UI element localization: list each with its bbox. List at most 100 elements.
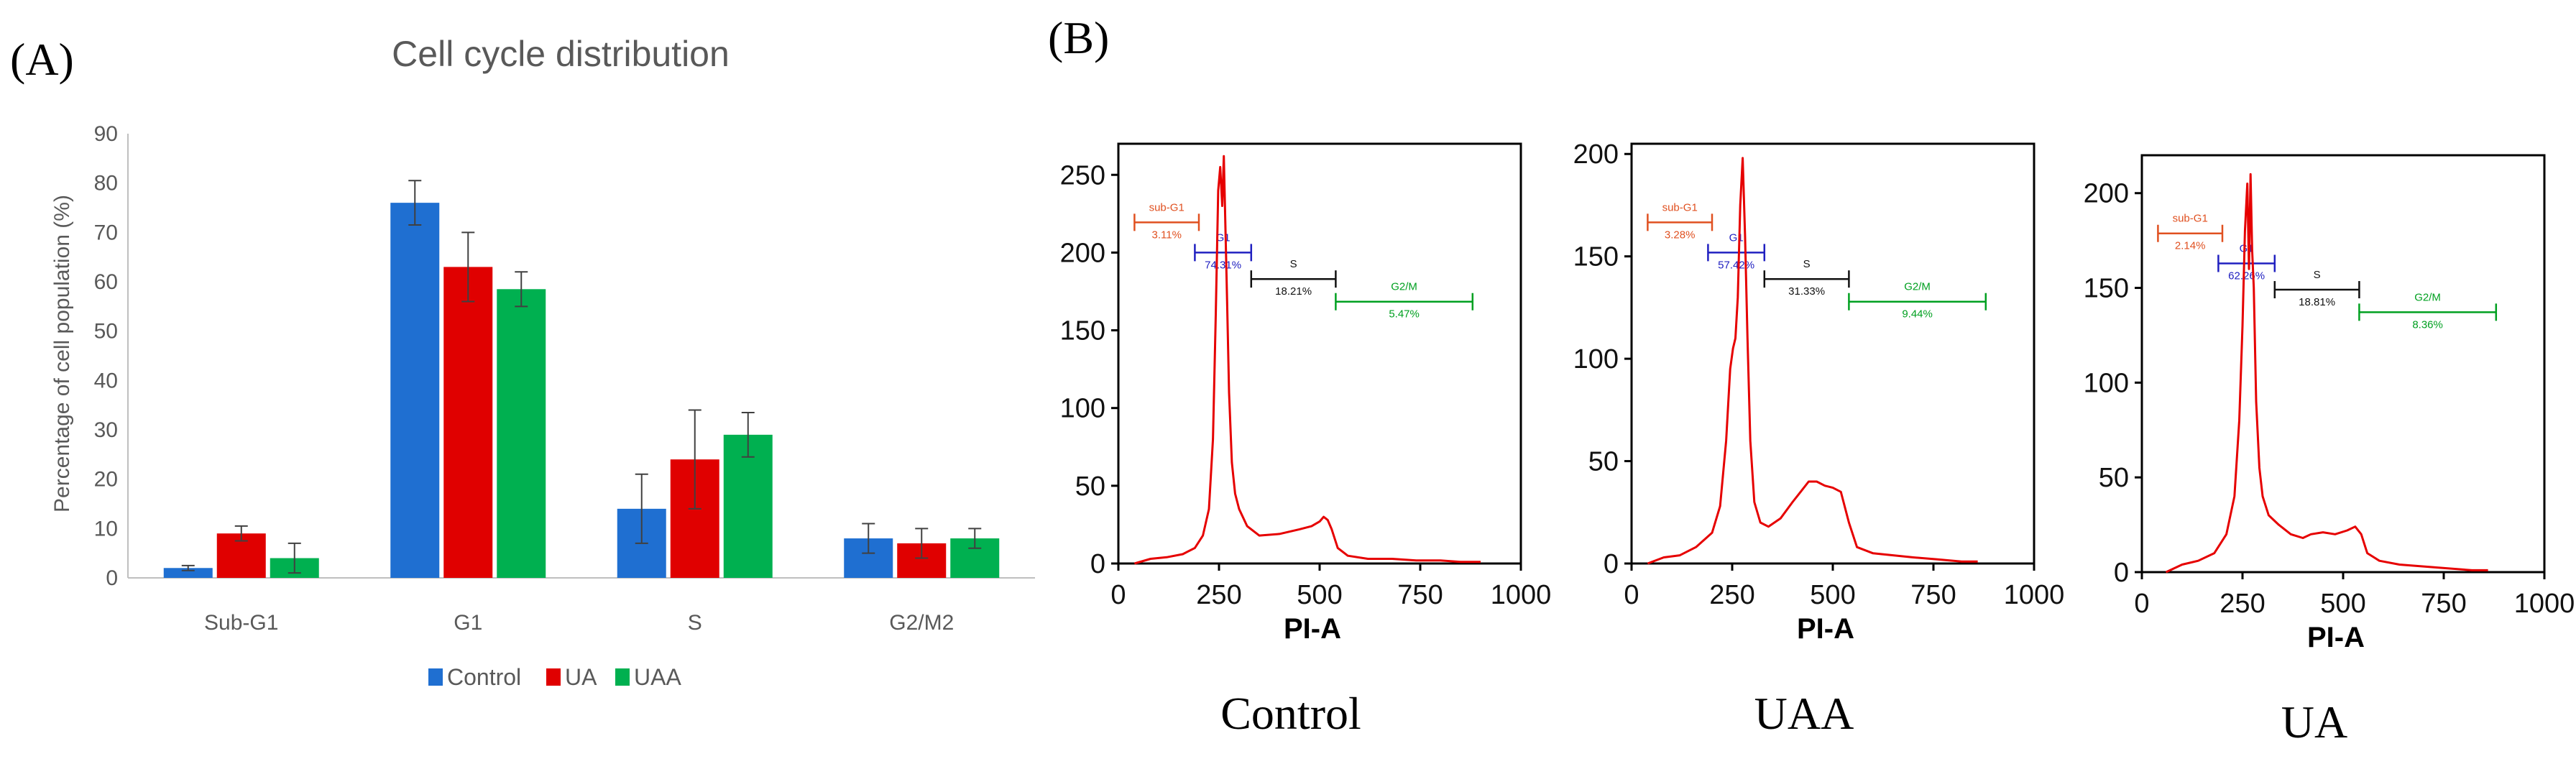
bar-chart-ylabel: Percentage of cell population (%) — [50, 195, 74, 512]
legend-label: UA — [565, 664, 597, 690]
histogram-curve — [1647, 157, 1978, 565]
legend-swatch — [428, 668, 443, 686]
histogram-x-tick-label: 1000 — [2514, 589, 2575, 619]
gate-label: sub-G1 — [1662, 201, 1698, 213]
bar-x-categories: Sub-G1 G1 S G2/M2 — [204, 611, 954, 635]
error-bar — [968, 528, 982, 549]
histogram-y-tick-label: 0 — [1090, 549, 1105, 579]
bar-y-tick-label: 90 — [94, 122, 118, 146]
error-bar — [741, 411, 755, 458]
histogram-x-label: PI-A — [1797, 613, 1854, 645]
bar-series-group — [163, 180, 1000, 579]
error-bar — [408, 180, 422, 226]
gate-value: 18.81% — [2299, 296, 2335, 308]
gate-value: 74.31% — [1205, 259, 1241, 271]
bar-y-tick-label: 0 — [106, 566, 118, 590]
histogram-y-tick-label: 50 — [2099, 463, 2129, 493]
bar-control-sub-g1 — [163, 568, 213, 578]
histogram-frame — [1630, 142, 2036, 565]
gate-value: 62.26% — [2228, 270, 2265, 282]
histogram-curve — [1133, 155, 1481, 565]
histogram-y-tick-label: 100 — [2084, 368, 2129, 398]
gate-s: S 18.81% — [2273, 269, 2360, 308]
histogram-y-tick-label: 50 — [1588, 447, 1619, 477]
gate-s: S 18.21% — [1250, 258, 1337, 298]
gate-label: S — [2314, 269, 2321, 281]
histogram-caption: UAA — [1754, 688, 1854, 739]
gate-label: sub-G1 — [2173, 213, 2208, 225]
histogram-y-tick-label: 150 — [2084, 274, 2129, 304]
gate-value: 5.47% — [1389, 308, 1420, 321]
legend-swatch — [615, 668, 630, 686]
bar-x-category-label: S — [688, 611, 702, 635]
bar-x-category-label: G2/M2 — [889, 611, 954, 635]
histogram-x-tick-label: 1000 — [1491, 580, 1552, 610]
histogram-y-tick-label: 250 — [1060, 160, 1105, 190]
histogram-x-tick-label: 750 — [1397, 580, 1443, 610]
bar-x-category-label: G1 — [454, 611, 482, 635]
error-bar — [688, 409, 702, 510]
legend-item-ua: UA — [546, 664, 597, 690]
histogram-y-tick-label: 150 — [1060, 316, 1105, 346]
histogram-y-tick-label: 0 — [1604, 549, 1619, 579]
bar-y-tick-label: 40 — [94, 369, 118, 392]
histogram-x-tick-label: 750 — [1910, 580, 1956, 610]
legend-item-uaa: UAA — [615, 664, 681, 690]
histogram-x-label: PI-A — [2307, 622, 2365, 653]
gate-value: 3.28% — [1665, 229, 1696, 241]
bar-control-g1 — [390, 203, 440, 579]
bar-y-tick-label: 70 — [94, 221, 118, 244]
histogram-ua: 0 50 100 150 200 0 250 500 750 1000 PI-A UA sub-G1 2.… — [2084, 154, 2575, 748]
histogram-x-tick-label: 250 — [2220, 589, 2265, 619]
bar-y-tick-label: 10 — [94, 517, 118, 540]
gate-sub-g1: sub-G1 3.28% — [1647, 201, 1714, 241]
histogram-frame — [2140, 154, 2546, 574]
histogram-x-tick-label: 500 — [1297, 580, 1342, 610]
bar-chart: Cell cycle distribution Percentage of ce… — [50, 34, 1035, 690]
gate-label: G2/M — [1904, 281, 1931, 293]
histogram-y-tick-label: 100 — [1573, 344, 1619, 374]
gate-label: S — [1290, 258, 1297, 270]
histogram-x-tick-label: 250 — [1196, 580, 1241, 610]
histogram-curve — [2165, 172, 2488, 574]
histogram-y-tick-label: 150 — [1573, 242, 1619, 272]
bar-uaa-s — [723, 434, 773, 578]
error-bar — [635, 473, 648, 544]
error-bar — [915, 528, 929, 559]
gate-value: 9.44% — [1902, 308, 1933, 321]
gate-label: sub-G1 — [1149, 201, 1184, 213]
histogram-caption: UA — [2281, 696, 2347, 748]
histogram-x-tick-label: 1000 — [2004, 580, 2065, 610]
panel-label-b: (B) — [1048, 12, 1109, 63]
histogram-frame — [1117, 142, 1522, 565]
bar-x-category-label: Sub-G1 — [204, 611, 278, 635]
histogram-x-tick-label: 750 — [2421, 589, 2466, 619]
bar-legend: Control UA UAA — [428, 664, 681, 690]
error-bar — [862, 523, 875, 554]
bar-y-tick-label: 60 — [94, 270, 118, 294]
error-bar — [288, 542, 301, 574]
histogram-x-label: PI-A — [1284, 613, 1341, 645]
histogram-x-tick-label: 500 — [1810, 580, 1855, 610]
gate-sub-g1: sub-G1 3.11% — [1133, 201, 1200, 241]
gate-value: 57.42% — [1718, 259, 1754, 271]
histogram-x-tick-label: 250 — [1709, 580, 1754, 610]
histogram-y-tick-label: 0 — [2114, 558, 2129, 588]
bar-uaa-g1 — [497, 289, 546, 578]
legend-label: UAA — [634, 664, 681, 690]
legend-swatch — [546, 668, 561, 686]
histogram-x-tick-label: 0 — [1110, 580, 1126, 610]
legend-label: Control — [447, 664, 521, 690]
gate-s: S 31.33% — [1763, 258, 1850, 298]
gate-label: G2/M — [1391, 281, 1417, 293]
histogram-x-tick-label: 500 — [2320, 589, 2365, 619]
gate-label: S — [1803, 258, 1811, 270]
bar-chart-title: Cell cycle distribution — [392, 34, 730, 74]
bar-y-tick-label: 20 — [94, 468, 118, 492]
histogram-x-tick-label: 0 — [1624, 580, 1639, 610]
bar-ua-g1 — [443, 267, 493, 578]
legend-item-control: Control — [428, 664, 521, 690]
histogram-y-tick-label: 200 — [1060, 238, 1105, 268]
histogram-uaa: 0 50 100 150 200 0 250 500 750 1000 PI-A UAA sub-G1 3… — [1573, 139, 2065, 739]
